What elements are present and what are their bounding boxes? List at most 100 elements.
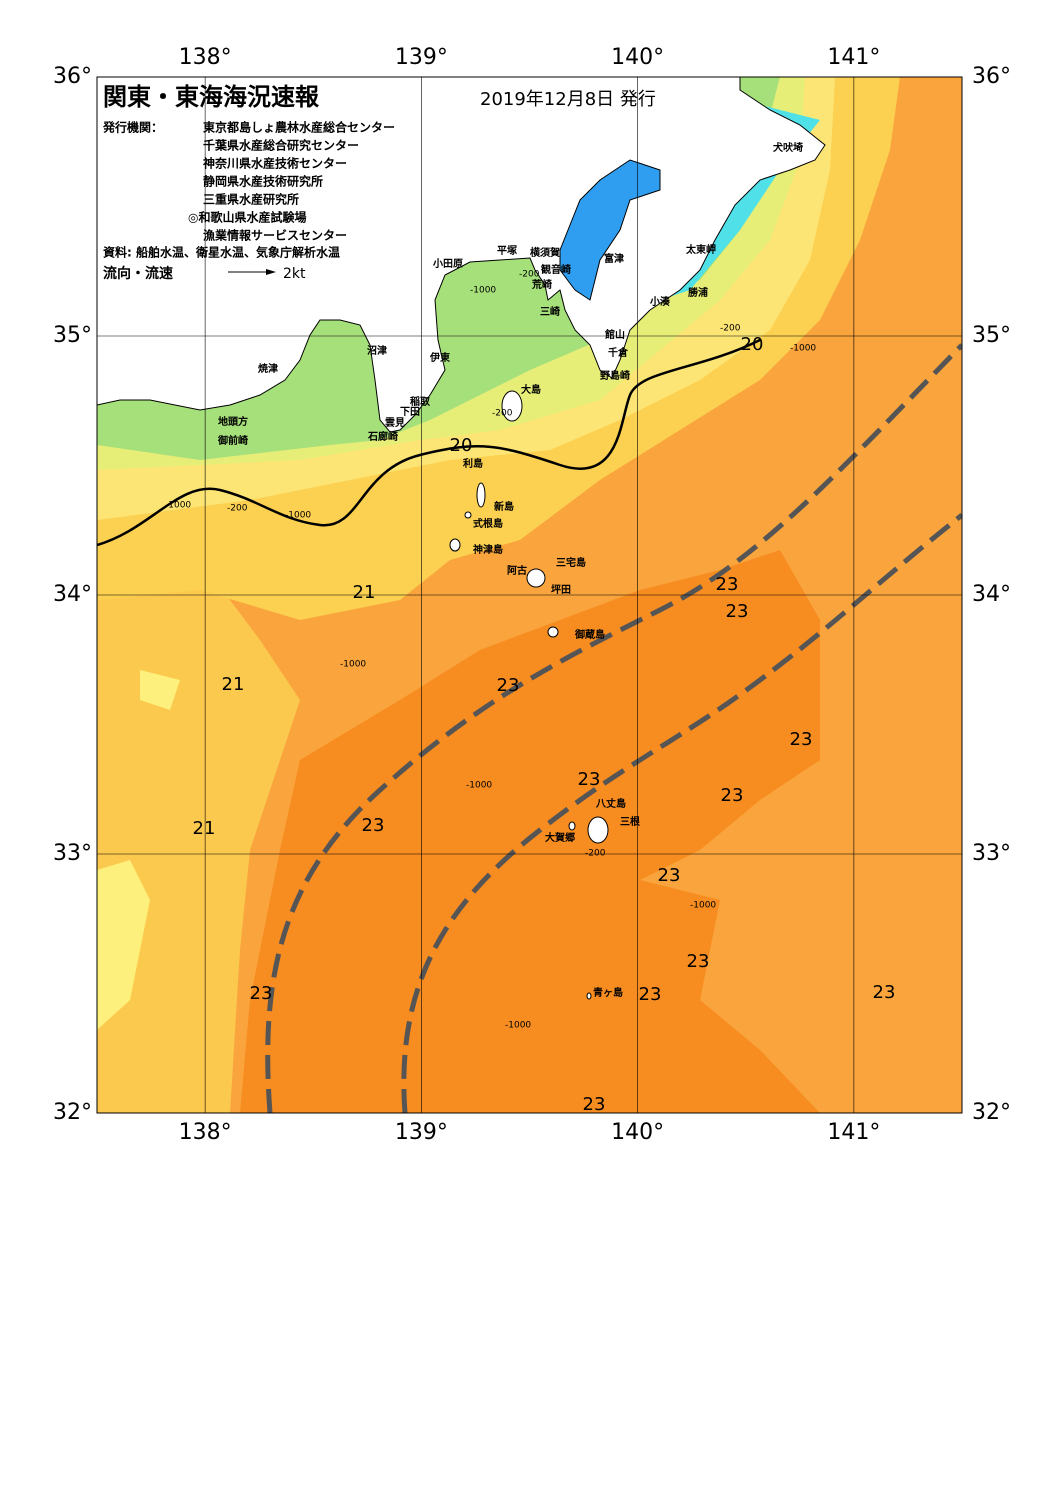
lat-label: 35° <box>972 323 1011 348</box>
lat-label: 33° <box>53 841 92 866</box>
depth-label: -1000 <box>505 1021 531 1031</box>
depth-label: -200 <box>492 409 513 419</box>
place-name: 富津 <box>604 252 624 265</box>
place-name: 荒崎 <box>531 278 552 291</box>
lon-label: 138° <box>179 1120 232 1145</box>
place-name: 犬吠埼 <box>773 141 803 154</box>
place-name: 新島 <box>494 500 514 513</box>
place-name: 焼津 <box>258 362 278 375</box>
lat-label: 32° <box>972 1100 1011 1125</box>
islands <box>449 390 609 1000</box>
publisher: 三重県水産研究所 <box>203 192 299 207</box>
depth-label: -1000 <box>285 511 311 521</box>
isotherm-label: 23 <box>639 984 662 1005</box>
publisher: 千葉県水産総合研究センター <box>203 138 359 153</box>
place-name: 大島 <box>521 383 541 396</box>
isotherm-label: 23 <box>362 815 385 836</box>
tokyo-bay <box>559 159 661 301</box>
place-name: 三宅島 <box>556 556 586 569</box>
isotherm-20 <box>97 338 761 547</box>
place-name: 大賀郷 <box>545 831 575 844</box>
publisher: 静岡県水産技術研究所 <box>203 174 323 189</box>
place-name: 稲取 <box>410 395 431 408</box>
isotherm-label: 23 <box>497 675 520 696</box>
kuroshio-axis <box>401 513 962 1113</box>
isotherm-label: 23 <box>716 574 739 595</box>
issue-date: 2019年12月8日 発行 <box>480 89 656 110</box>
publisher-label: 発行機関： <box>102 120 163 135</box>
place-name: 三崎 <box>540 305 560 318</box>
isotherm-label: 23 <box>873 982 896 1003</box>
lon-label: 141° <box>827 1120 880 1145</box>
sea-temperature-field <box>97 77 962 1113</box>
place-name: 利島 <box>463 457 483 470</box>
isotherm-label: 20 <box>741 334 764 355</box>
place-name: 御前崎 <box>217 434 248 447</box>
lat-label: 36° <box>53 64 92 89</box>
isotherm-label: 20 <box>450 435 473 456</box>
place-name: 横須賀 <box>530 246 560 259</box>
place-name: 御蔵島 <box>574 628 605 641</box>
lon-label: 140° <box>611 45 664 70</box>
place-name: 坪田 <box>551 583 571 596</box>
publisher: ◎和歌山県水産試験場 <box>188 210 306 225</box>
depth-label: -1000 <box>470 286 496 296</box>
legend-arrowhead <box>266 269 276 275</box>
depth-label: -1000 <box>340 660 366 670</box>
place-name: 太東岬 <box>685 243 716 256</box>
isotherm-label: 21 <box>193 818 216 839</box>
place-name: 小湊 <box>649 295 671 308</box>
place-name: 沼津 <box>367 344 387 357</box>
place-name: 地頭方 <box>218 415 248 428</box>
place-name: 阿古 <box>507 564 527 577</box>
source: 資料: 船舶水温、衛星水温、気象庁解析水温 <box>103 245 340 260</box>
isotherm-label: 23 <box>250 983 273 1004</box>
place-name: 勝浦 <box>688 286 708 299</box>
publisher: 東京都島しょ農林水産総合センター <box>203 120 395 135</box>
legend-label: 流向・流速 <box>103 265 173 282</box>
depth-label: -1000 <box>790 344 816 354</box>
lat-label: 32° <box>53 1100 92 1125</box>
place-name: 石廊崎 <box>367 430 398 443</box>
isotherm-label: 21 <box>353 582 376 603</box>
lat-label: 34° <box>972 582 1011 607</box>
depth-label: -200 <box>720 324 741 334</box>
place-name: 千倉 <box>608 346 629 359</box>
isotherm-label: 21 <box>222 674 245 695</box>
lon-label: 138° <box>179 45 232 70</box>
lat-label: 35° <box>53 323 92 348</box>
isotherm-label: 23 <box>726 601 749 622</box>
place-name: 八丈島 <box>595 797 626 810</box>
isotherm-label: 23 <box>721 785 744 806</box>
depth-label: -1000 <box>690 901 716 911</box>
place-name: 雲見 <box>385 417 405 429</box>
depth-label: -200 <box>227 504 248 514</box>
publisher: 神奈川県水産技術センター <box>203 156 347 171</box>
place-name: 神津島 <box>473 543 503 556</box>
place-name: 青ヶ島 <box>593 986 623 999</box>
lat-label: 36° <box>972 64 1011 89</box>
lon-label: 139° <box>395 1120 448 1145</box>
place-name: 館山 <box>604 328 625 341</box>
place-name: 下田 <box>400 406 420 418</box>
depth-label: -1000 <box>466 781 492 791</box>
depth-label: -1000 <box>165 501 191 511</box>
lon-label: 140° <box>611 1120 664 1145</box>
isotherm-label: 23 <box>790 729 813 750</box>
isotherm-label: 23 <box>583 1094 606 1115</box>
isotherm-label: 23 <box>687 951 710 972</box>
title: 関東・東海海況速報 <box>103 83 320 111</box>
lat-label: 34° <box>53 582 92 607</box>
map-frame <box>96 76 963 1114</box>
legend-scale: 2kt <box>283 266 306 282</box>
isotherm-label: 23 <box>658 865 681 886</box>
isotherm-label: 23 <box>578 769 601 790</box>
place-name: 式根島 <box>473 517 503 530</box>
place-name: 平塚 <box>497 244 517 257</box>
kuroshio-axis <box>265 343 962 1113</box>
lon-label: 141° <box>827 45 880 70</box>
place-name: 観音崎 <box>541 263 571 276</box>
place-name: 伊東 <box>429 351 450 364</box>
place-name: 野島崎 <box>600 369 630 382</box>
